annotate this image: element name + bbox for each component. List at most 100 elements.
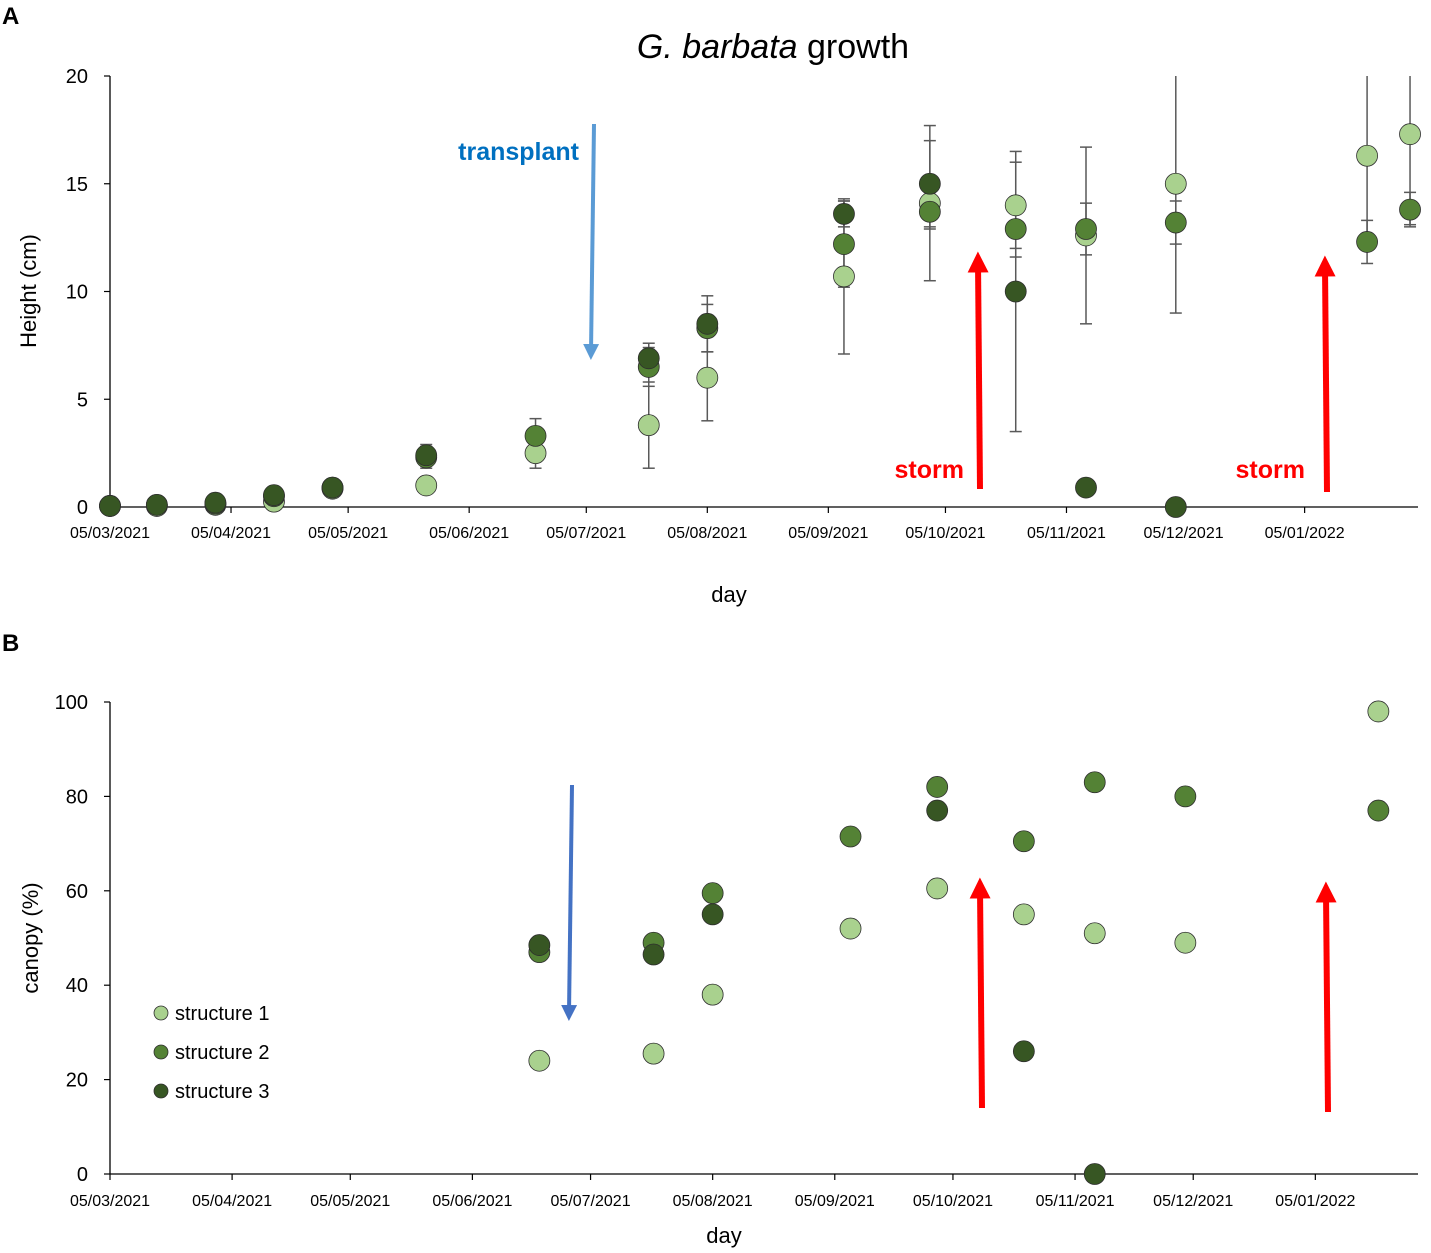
chart-a-point-structure-1: [833, 265, 855, 288]
chart-a-point-structure-2: [1356, 231, 1378, 253]
chart-a-x-tick-label: 05/03/2021: [70, 525, 150, 542]
chart-a-point-structure-2: [1399, 198, 1421, 221]
chart-b-point-structure-3: [926, 799, 949, 822]
chart-b-point-structure-1: [1083, 922, 1106, 945]
chart-b-x-tick-label: 05/08/2021: [673, 1193, 753, 1210]
chart-a-point-structure-2: [1164, 211, 1187, 234]
chart-a-x-tick-label: 05/09/2021: [788, 525, 868, 542]
chart-a-x-tick-label: 05/10/2021: [905, 525, 985, 542]
chart-b-point-structure-1: [528, 1049, 551, 1072]
chart-a-point-structure-3: [1004, 280, 1027, 303]
chart-a-y-tick-label: 10: [66, 282, 88, 304]
storm-arrow-b1: [969, 877, 991, 1109]
chart-b-point-structure-1: [839, 917, 862, 940]
chart-b-point-structure-3: [1083, 1163, 1106, 1185]
chart-a-point-structure-3: [145, 493, 168, 516]
storm-label-1: storm: [895, 456, 964, 484]
chart-b-y-tick-label: 100: [55, 692, 88, 714]
legend-marker-structure-3: [153, 1083, 169, 1099]
chart-a-point-structure-3: [321, 476, 344, 499]
panel-label-b: B: [2, 630, 19, 657]
chart-b-y-tick-label: 80: [66, 786, 88, 808]
chart-b-y-tick-label: 20: [66, 1070, 88, 1092]
chart-b-point-structure-2: [926, 776, 949, 798]
chart-a-x-tick-label: 05/01/2022: [1265, 525, 1345, 542]
legend-label-structure-2: structure 2: [175, 1042, 269, 1064]
chart-a-x-tick-label: 05/08/2021: [667, 525, 747, 542]
chart-b-y-tick-label: 0: [77, 1164, 88, 1186]
legend-marker-structure-1: [153, 1005, 169, 1021]
chart-a-point-structure-2: [524, 424, 547, 447]
chart-b-point-structure-1: [1367, 700, 1390, 723]
chart-a-point-structure-3: [1075, 476, 1097, 499]
chart-a-title: G. barbata growth: [637, 28, 909, 66]
chart-a-point-structure-3: [415, 444, 438, 467]
chart-b-point-structure-1: [642, 1042, 665, 1065]
chart-a-point-structure-3: [637, 347, 660, 370]
chart-a-x-tick-label: 05/07/2021: [546, 525, 626, 542]
chart-b-x-tick-label: 05/09/2021: [795, 1193, 875, 1210]
chart-a-point-structure-1: [1399, 123, 1421, 146]
chart-b-y-axis-title: canopy (%): [18, 882, 43, 993]
chart-a-point-structure-2: [918, 200, 941, 223]
chart-a-point-structure-1: [637, 414, 660, 437]
chart-b-x-tick-label: 05/05/2021: [310, 1193, 390, 1210]
chart-a-y-tick-label: 5: [77, 389, 88, 411]
transplant-label: transplant: [458, 138, 580, 166]
chart-a-y-tick-label: 15: [66, 174, 88, 196]
chart-b-x-axis-title: day: [706, 1223, 741, 1248]
chart-a-x-axis-title: day: [711, 582, 746, 607]
chart-a-y-axis-title: Height (cm): [16, 234, 41, 348]
chart-b-x-tick-label: 05/01/2022: [1275, 1193, 1355, 1210]
chart-a-x-tick-label: 05/11/2021: [1027, 525, 1106, 542]
chart-b-point-structure-2: [1012, 830, 1035, 853]
legend-label-structure-1: structure 1: [175, 1003, 269, 1025]
chart-b-point-structure-1: [1174, 931, 1197, 954]
chart-b-point-structure-1: [701, 983, 724, 1006]
chart-b-point-structure-3: [642, 943, 665, 966]
chart-a-y-tick-label: 0: [77, 497, 88, 519]
chart-a-x-tick-label: 05/05/2021: [308, 525, 388, 542]
chart-a-point-structure-3: [204, 491, 227, 514]
storm-arrow-a1: [967, 251, 989, 490]
chart-b-legend: structure 1 structure 2 structure 3: [153, 1003, 269, 1103]
chart-b-point-structure-1: [1012, 903, 1035, 926]
chart-b-x-tick-label: 05/10/2021: [913, 1193, 993, 1210]
chart-a-point-structure-2: [1004, 218, 1027, 240]
chart-a-point-structure-2: [1075, 218, 1097, 240]
transplant-arrow-b: [561, 784, 578, 1021]
chart-a-point-structure-1: [696, 366, 719, 389]
chart-a-x-tick-label: 05/04/2021: [191, 525, 271, 542]
chart-b-point-structure-3: [528, 934, 551, 956]
storm-arrow-b2: [1315, 881, 1337, 1113]
transplant-arrow-a: [583, 123, 600, 360]
chart-b-y-tick-label: 40: [66, 975, 88, 997]
chart-b-point-structure-2: [1367, 799, 1390, 822]
chart-a-point-structure-1: [1004, 194, 1027, 217]
legend-label-structure-3: structure 3: [175, 1081, 269, 1103]
chart-a-point-structure-3: [696, 312, 719, 335]
chart-b-point-structure-2: [839, 825, 862, 848]
chart-a-plot: 0 5 10 15 20 05/03/2021 05/04/2021 05/05/2021 05…: [66, 66, 1421, 542]
chart-a-y-tick-label: 20: [66, 66, 88, 88]
legend-marker-structure-2: [153, 1044, 169, 1060]
panel-label-a: A: [2, 3, 19, 30]
chart-b-x-tick-label: 05/04/2021: [192, 1193, 272, 1210]
chart-a-point-structure-2: [833, 233, 855, 255]
chart-b-x-tick-label: 05/12/2021: [1153, 1193, 1233, 1210]
storm-arrow-a2: [1314, 255, 1336, 493]
storm-label-2: storm: [1236, 456, 1305, 484]
chart-a-point-structure-3: [263, 484, 285, 507]
chart-a-x-tick-label: 05/06/2021: [429, 525, 509, 542]
chart-b-point-structure-2: [1083, 771, 1106, 794]
chart-b-x-tick-label: 05/03/2021: [70, 1193, 150, 1210]
chart-b-y-tick-label: 60: [66, 881, 88, 903]
chart-b-point-structure-1: [926, 877, 949, 900]
chart-b-point-structure-2: [1174, 785, 1197, 808]
chart-b-x-tick-label: 05/06/2021: [432, 1193, 512, 1210]
chart-b-point-structure-3: [1012, 1040, 1035, 1063]
chart-a-point-structure-1: [1164, 172, 1187, 195]
chart-a-point-structure-1: [415, 474, 438, 497]
chart-a-point-structure-1: [1356, 144, 1378, 167]
